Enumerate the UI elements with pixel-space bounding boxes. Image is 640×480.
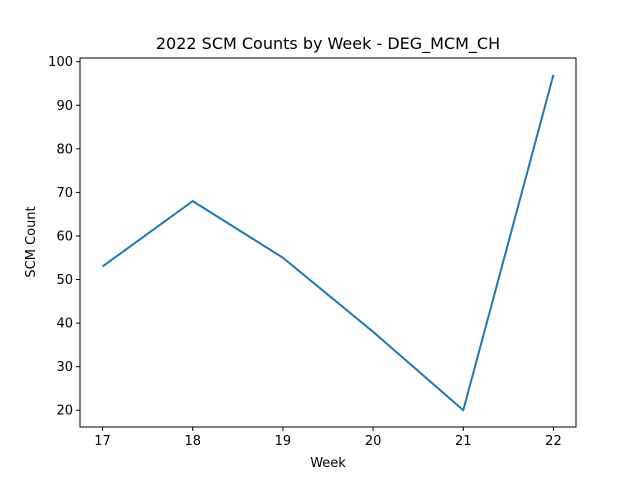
x-tick-label: 20 xyxy=(365,434,382,449)
y-tick-label: 100 xyxy=(48,55,73,70)
series-layer xyxy=(101,74,555,412)
x-tick-label: 22 xyxy=(545,434,562,449)
x-axis-ticks: 17 18 19 20 21 22 xyxy=(94,427,562,449)
x-tick-label: 19 xyxy=(275,434,292,449)
y-tick-label: 50 xyxy=(56,273,73,288)
chart-title: 2022 SCM Counts by Week - DEG_MCM_CH xyxy=(156,34,500,54)
y-axis-ticks: 20 30 40 50 60 70 80 90 100 xyxy=(48,55,80,419)
y-axis-label: SCM Count xyxy=(24,206,39,277)
y-tick-label: 60 xyxy=(56,229,73,244)
x-axis-label: Week xyxy=(310,456,346,471)
series-line xyxy=(101,74,555,412)
y-tick-label: 80 xyxy=(56,142,73,157)
y-tick-label: 20 xyxy=(56,404,73,419)
x-tick-label: 21 xyxy=(455,434,472,449)
y-tick-label: 40 xyxy=(56,317,73,332)
x-tick-label: 18 xyxy=(184,434,201,449)
y-tick-label: 70 xyxy=(56,186,73,201)
y-tick-label: 30 xyxy=(56,360,73,375)
x-tick-label: 17 xyxy=(94,434,111,449)
y-tick-label: 90 xyxy=(56,99,73,114)
plot-frame xyxy=(79,57,577,428)
